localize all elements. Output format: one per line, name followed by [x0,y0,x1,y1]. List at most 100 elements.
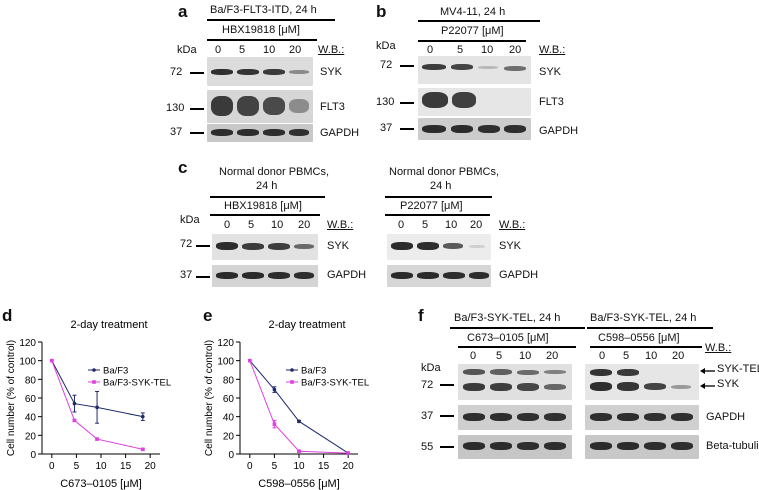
title-underline [450,327,585,329]
data-point [95,405,99,410]
blot-label: Beta-tubulin [706,440,759,452]
kda-header: kDa [180,214,200,226]
blot-label: GAPDH [320,127,360,139]
blot-gapdh [458,405,572,430]
blot-label: FLT3 [539,96,564,108]
drug-label: P22077 [μM] [441,25,504,37]
dose-label: 20 [509,44,522,56]
kda-tick [190,132,204,134]
band [478,66,498,69]
dose-label: 20 [546,350,559,362]
title-underline [210,196,325,198]
band [544,384,566,390]
x-tick-label: 0 [247,461,253,472]
band [211,129,233,136]
y-axis-label: Cell number (% of control) [204,340,215,456]
dose-label: 5 [422,219,429,231]
y-tick-label: 100 [19,357,36,368]
band [469,245,485,248]
kda-marker: 37 [180,269,193,281]
data-point [272,387,277,392]
panel-label: c [178,158,188,177]
band [422,125,446,133]
y-tick-label: 60 [223,394,235,405]
blot-label: GAPDH [706,411,746,423]
band [490,383,512,391]
band [544,413,566,421]
band [544,370,566,374]
data-point [272,422,277,426]
dose-label: 20 [672,350,685,362]
panel-label: a [178,2,188,21]
wb-header: W.B.: [539,44,566,56]
y-tick-label: 20 [223,431,235,442]
band [268,272,290,279]
blot-syk-tel [458,364,572,400]
band [289,129,309,136]
sub-title: Normal donor PBMCs, [389,166,500,178]
blot-label: SYK [327,240,350,252]
sub-title: Normal donor PBMCs, [219,166,330,178]
band [237,129,259,136]
blot-gapdh [585,405,699,430]
legend-label: Ba/F3-SYK-TEL [103,378,171,389]
legend-marker [92,380,96,384]
y-tick-label: 100 [217,357,234,368]
legend-label: Ba/F3-SYK-TEL [301,378,369,389]
band [237,69,259,75]
x-tick-label: 10 [293,461,305,472]
series-line [249,360,349,454]
data-point [140,447,145,452]
band [451,125,473,133]
band [671,442,693,450]
dose-label: 10 [645,350,658,362]
dose-label: 5 [496,350,503,362]
blot-label: SYK [320,66,343,78]
x-axis-label: C598–0556 [μM] [258,478,340,490]
x-axis-label: C673–0105 [μM] [60,478,142,490]
dose-label: 20 [470,219,483,231]
band [671,413,693,421]
band [422,92,448,108]
dose-label: 5 [623,350,630,362]
band [422,64,446,70]
band [517,413,539,421]
drug-underline [385,214,490,216]
legend-marker [290,380,294,384]
data-point [140,414,145,419]
panel-title: Ba/F3-FLT3-ITD, 24 h [210,4,317,16]
y-tick-label: 20 [25,431,37,442]
dose-label: 10 [481,44,494,56]
blot-syk [207,57,313,86]
blot-label: FLT3 [320,101,345,113]
dose-label: 20 [289,44,302,56]
y-tick-label: 60 [25,394,37,405]
legend-marker [92,368,96,372]
band [463,383,485,391]
band [237,96,259,116]
blot-beta-tubulin [458,435,572,459]
sub-title: 24 h [256,180,278,192]
band [590,369,612,376]
panel-label: e [203,306,213,325]
band [490,442,512,450]
wb-header: W.B.: [705,342,732,354]
data-point [72,401,77,406]
wb-header: W.B.: [499,219,526,231]
kda-tick [190,108,204,110]
drug-label: HBX19818 [μM] [224,200,302,212]
band [644,413,666,421]
band [417,242,439,250]
chart-title: 2-day treatment [70,319,147,331]
kda-marker: 72 [170,66,183,78]
drug-label: C673–0105 [μM] [467,332,549,344]
kda-marker: 130 [166,102,185,114]
blot-flt3 [418,88,531,116]
dose-label: 5 [457,44,464,56]
band [490,413,512,421]
blot-label: SYK [539,66,562,78]
blot-label: SYK [717,378,740,390]
kda-header: kDa [177,44,197,56]
kda-tick [400,128,414,130]
